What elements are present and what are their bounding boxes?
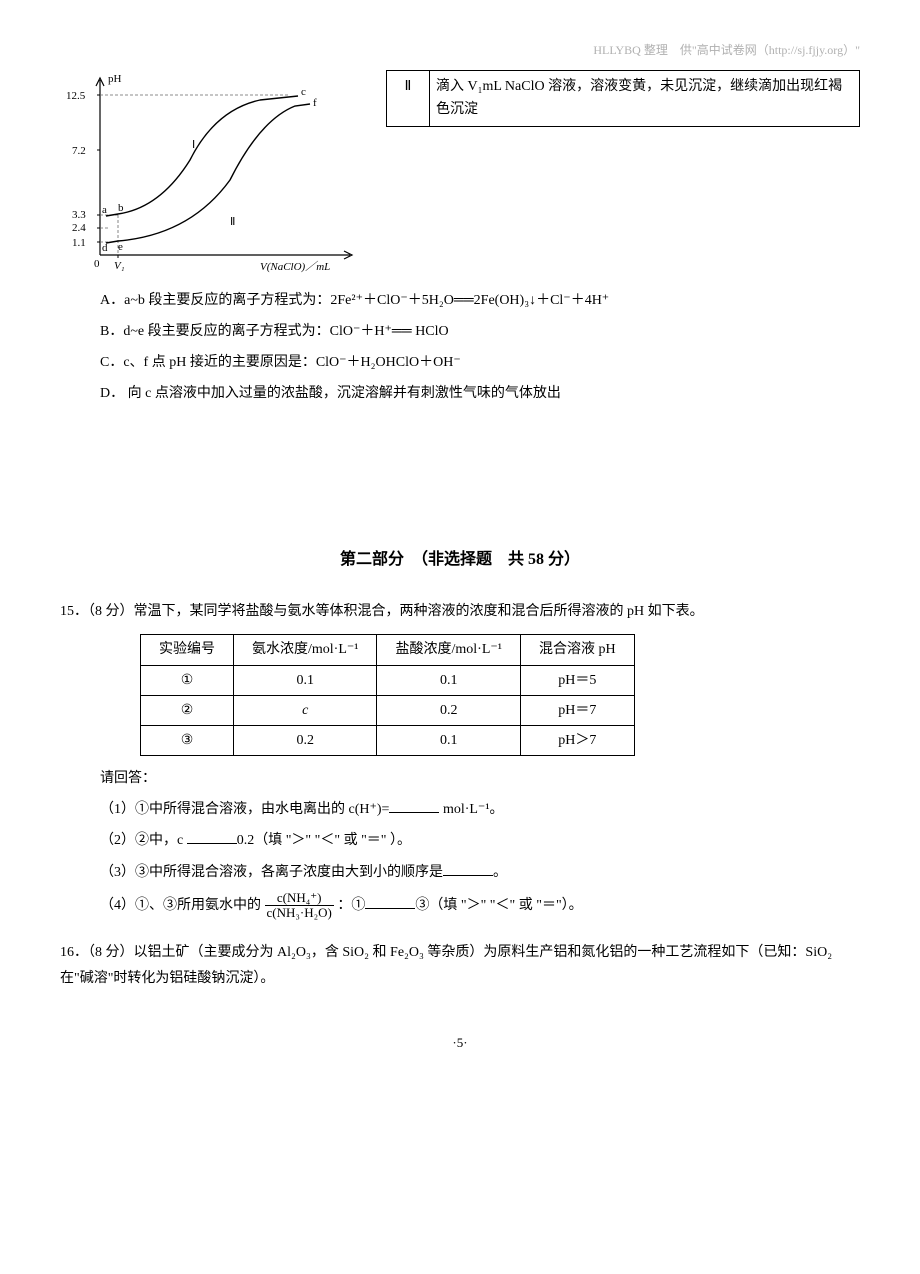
- q15-th-0: 实验编号: [141, 635, 234, 665]
- table-cell: ②: [141, 695, 234, 725]
- section-2-title: 第二部分 （非选择题 共 58 分）: [60, 546, 860, 575]
- q15-stem: 15．（8 分）常温下，某同学将盐酸与氨水等体积混合，两种溶液的浓度和混合后所得…: [60, 599, 860, 624]
- pt-b: b: [118, 202, 124, 214]
- table-cell: 0.2: [234, 725, 377, 755]
- curve-label-1: Ⅰ: [192, 139, 195, 151]
- q15-prompt: 请回答：: [100, 766, 860, 791]
- blank: [365, 894, 415, 909]
- table-cell: pH＝7: [520, 695, 634, 725]
- table-cell: ③: [141, 725, 234, 755]
- q15-p3-a: （3）③中所得混合溶液，各离子浓度由大到小的顺序是: [100, 865, 443, 880]
- ph-chart: 12.5 7.2 3.3 2.4 1.1 0 pH V₁ V(NaClO)／mL: [60, 70, 370, 280]
- q15-p4-a: （4）①、③所用氨水中的: [100, 898, 261, 913]
- q15-table: 实验编号 氨水浓度/mol·L⁻¹ 盐酸浓度/mol·L⁻¹ 混合溶液 pH ①…: [140, 634, 635, 756]
- q15-p1-b: mol·L⁻¹。: [439, 802, 503, 817]
- ytick-3-3: 3.3: [72, 209, 86, 221]
- observation-table: Ⅱ 滴入 V₁mL NaClO 溶液，溶液变黄，未见沉淀，继续滴加出现红褐色沉淀: [386, 70, 860, 128]
- q15-th-1: 氨水浓度/mol·L⁻¹: [234, 635, 377, 665]
- q15-p2-a: （2）②中，c: [100, 833, 187, 848]
- q15-th-2: 盐酸浓度/mol·L⁻¹: [377, 635, 520, 665]
- frac-den: c(NH₃·H₂O): [265, 906, 334, 920]
- pt-c: c: [301, 86, 306, 98]
- fraction: c(NH₄⁺) c(NH₃·H₂O): [265, 891, 334, 921]
- option-b: B．d~e 段主要反应的离子方程式为：ClO⁻＋H⁺══ HClO: [100, 319, 860, 344]
- curve-label-2: Ⅱ: [230, 216, 235, 228]
- table-cell: 0.1: [377, 725, 520, 755]
- pt-e: e: [118, 241, 123, 253]
- q15-p1-a: （1）①中所得混合溶液，由水电离出的 c(H⁺)=: [100, 802, 389, 817]
- xtick-v1: V₁: [114, 260, 125, 272]
- blank: [187, 829, 237, 844]
- blank: [389, 798, 439, 813]
- pt-f: f: [313, 97, 317, 109]
- obs-label-cell: Ⅱ: [387, 70, 430, 127]
- ytick-7-2: 7.2: [72, 145, 86, 157]
- q15-th-3: 混合溶液 pH: [520, 635, 634, 665]
- table-cell: c: [234, 695, 377, 725]
- curve-2: [106, 104, 310, 243]
- pt-d: d: [102, 242, 108, 254]
- header-note: HLLYBQ 整理 供"高中试卷网（http://sj.fjjy.org）": [60, 40, 860, 62]
- y-axis-label: pH: [108, 73, 122, 85]
- table-cell: 0.2: [377, 695, 520, 725]
- option-c: C．c、f 点 pH 接近的主要原因是：ClO⁻＋H₂OHClO＋OH⁻: [100, 350, 860, 375]
- option-d: D． 向 c 点溶液中加入过量的浓盐酸，沉淀溶解并有刺激性气味的气体放出: [100, 381, 860, 406]
- page-number: ·5·: [60, 1031, 860, 1054]
- q15-p3-b: 。: [493, 865, 507, 880]
- q15-p4: （4）①、③所用氨水中的 c(NH₄⁺) c(NH₃·H₂O) ：① ③（填 "＞…: [100, 891, 860, 921]
- x-axis-label: V(NaClO)／mL: [260, 260, 330, 273]
- option-a: A．a~b 段主要反应的离子方程式为：2Fe²⁺＋ClO⁻＋5H₂O══2Fe(…: [100, 288, 860, 313]
- q16-stem: 16．（8 分）以铝土矿（主要成分为 Al₂O₃，含 SiO₂ 和 Fe₂O₃ …: [60, 940, 860, 990]
- table-cell: pH＞7: [520, 725, 634, 755]
- q15-p4-b: ：①: [337, 898, 365, 913]
- q15-p4-c: ③（填 "＞" "＜" 或 "＝"）。: [415, 898, 582, 913]
- q15-p1: （1）①中所得混合溶液，由水电离出的 c(H⁺)= mol·L⁻¹。: [100, 797, 860, 822]
- curve-1: [106, 96, 298, 216]
- ytick-2-4: 2.4: [72, 222, 86, 234]
- ytick-12-5: 12.5: [66, 90, 86, 102]
- table-cell: ①: [141, 665, 234, 695]
- table-cell: 0.1: [234, 665, 377, 695]
- ytick-1-1: 1.1: [72, 237, 86, 249]
- frac-num: c(NH₄⁺): [265, 891, 334, 906]
- obs-desc-cell: 滴入 V₁mL NaClO 溶液，溶液变黄，未见沉淀，继续滴加出现红褐色沉淀: [430, 70, 860, 127]
- ytick-0: 0: [94, 258, 100, 270]
- q15-p3: （3）③中所得混合溶液，各离子浓度由大到小的顺序是 。: [100, 860, 860, 885]
- q15-p2-b: 0.2（填 "＞" "＜" 或 "＝" ）。: [237, 833, 411, 848]
- blank: [443, 861, 493, 876]
- table-cell: pH＝5: [520, 665, 634, 695]
- table-cell: 0.1: [377, 665, 520, 695]
- q15-p2: （2）②中，c 0.2（填 "＞" "＜" 或 "＝" ）。: [100, 828, 860, 853]
- pt-a: a: [102, 204, 107, 216]
